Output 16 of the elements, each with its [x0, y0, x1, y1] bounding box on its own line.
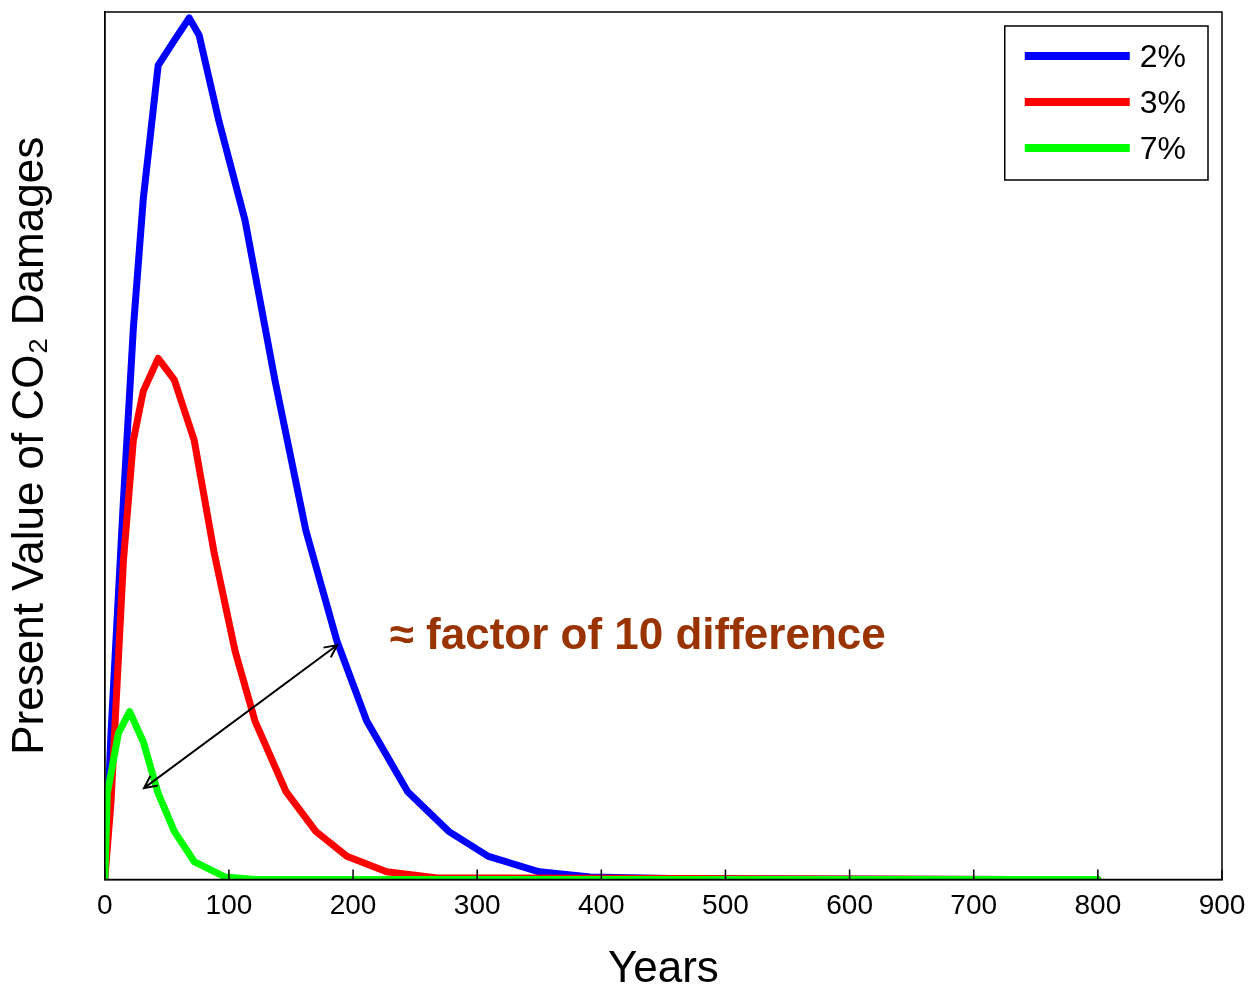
x-tick-label: 100 — [205, 889, 253, 921]
x-tick-label: 0 — [97, 889, 113, 921]
y-axis-title: Present Value of CO₂ Damages — [2, 136, 52, 755]
x-tick-label: 600 — [826, 889, 873, 921]
x-tick-label: 300 — [453, 889, 501, 921]
annotation: ≈ factor of 10 difference — [389, 608, 886, 658]
x-tick-label: 200 — [329, 889, 377, 921]
x-axis-title: Years — [607, 941, 719, 991]
x-tick-label: 400 — [577, 889, 625, 921]
x-tick-label: 900 — [1198, 889, 1246, 921]
x-tick-label: 500 — [702, 889, 749, 921]
x-tick-label: 800 — [1074, 889, 1122, 921]
legend-label: 2% — [1139, 37, 1186, 74]
legend-label: 3% — [1139, 83, 1186, 120]
legend-label: 7% — [1139, 129, 1186, 166]
x-tick-label: 700 — [950, 889, 998, 921]
